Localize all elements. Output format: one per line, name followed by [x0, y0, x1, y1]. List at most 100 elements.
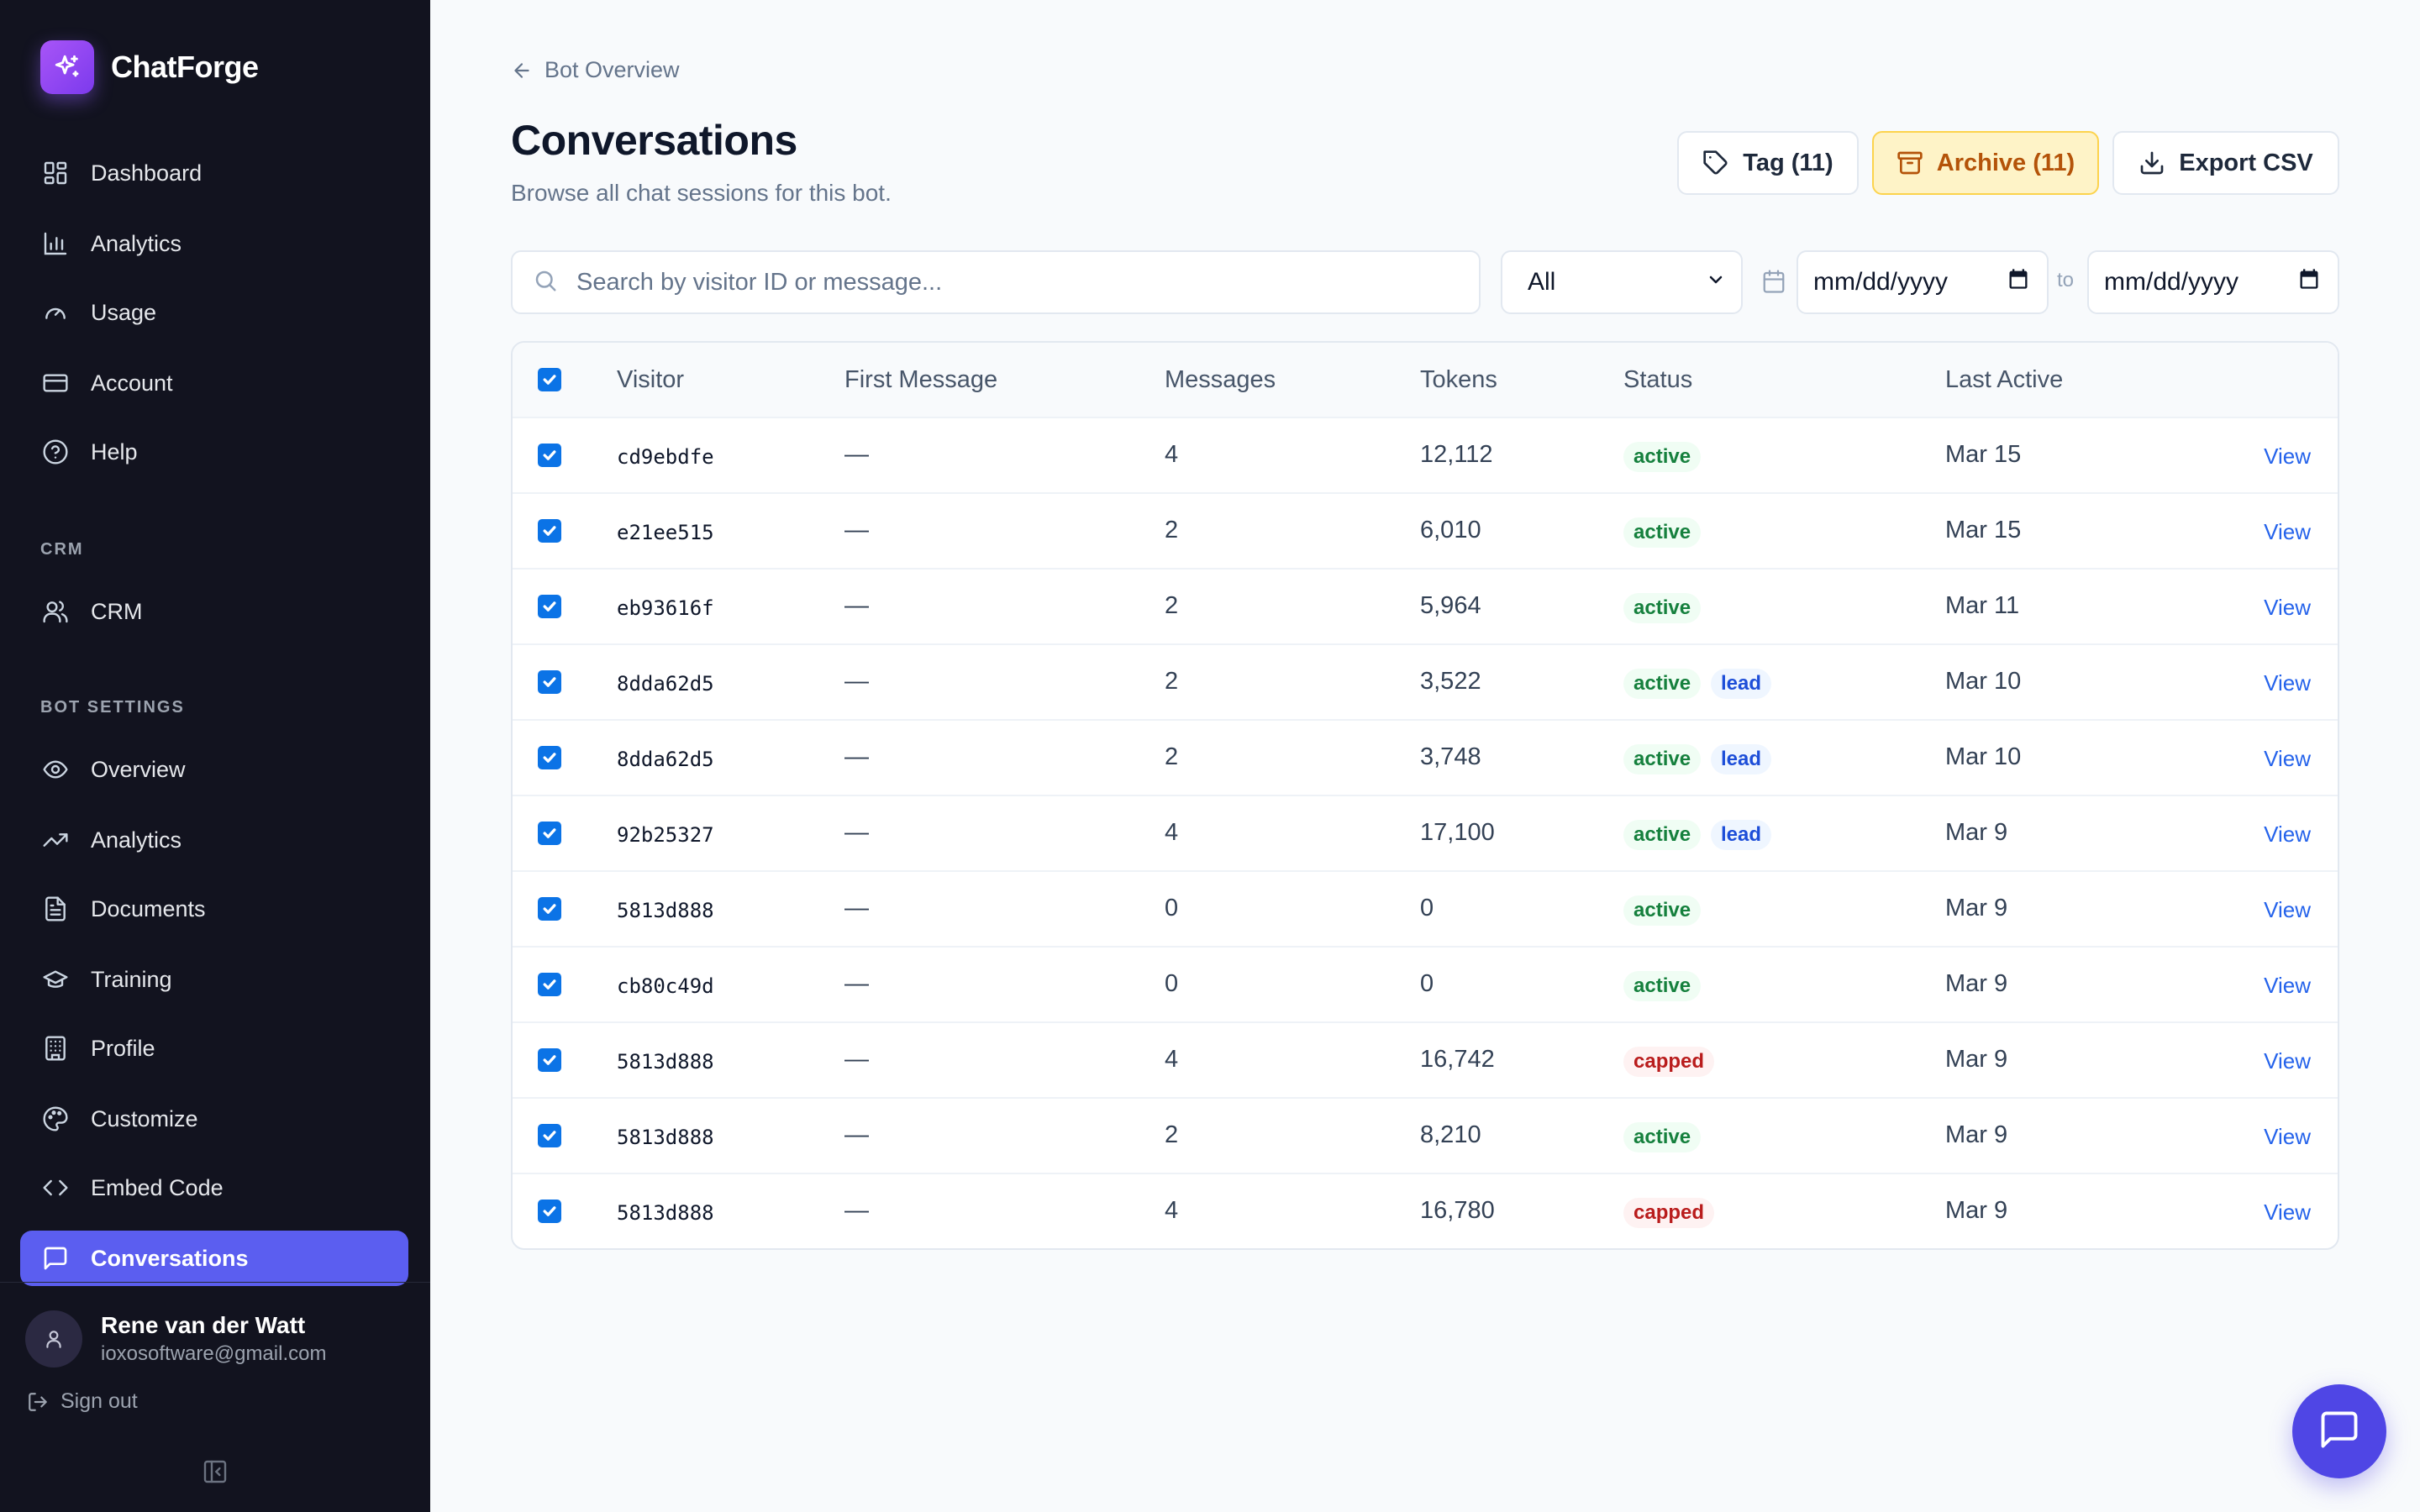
view-link[interactable]: View — [2264, 595, 2311, 620]
message-square-icon — [2317, 1408, 2361, 1456]
sidebar-item-label: CRM — [91, 598, 143, 624]
sidebar-item-documents[interactable]: Documents — [20, 881, 408, 937]
sidebar-item-usage[interactable]: Usage — [20, 285, 408, 340]
calendar-icon — [1761, 269, 1786, 294]
token-count: 16,742 — [1420, 1046, 1495, 1073]
collapse-sidebar-icon[interactable] — [202, 1458, 229, 1489]
gauge-icon — [40, 297, 71, 328]
row-checkbox[interactable] — [538, 1048, 561, 1072]
date-from-input[interactable]: mm/dd/yyyy — [1797, 250, 2049, 314]
table-row[interactable]: cb80c49d — 0 0 active Mar 9 View — [513, 948, 2338, 1023]
sidebar-item-help[interactable]: Help — [20, 424, 408, 480]
breadcrumb[interactable]: Bot Overview — [511, 57, 680, 83]
view-link[interactable]: View — [2264, 746, 2311, 771]
brand-name: ChatForge — [111, 50, 259, 84]
column-header-tokens[interactable]: Tokens — [1420, 366, 1497, 393]
table-row[interactable]: 8dda62d5 — 2 3,522 active lead Mar 10 View — [513, 645, 2338, 721]
sidebar-item-label: Training — [91, 966, 172, 992]
select-all-checkbox[interactable] — [538, 368, 561, 391]
row-checkbox[interactable] — [538, 973, 561, 996]
file-text-icon — [40, 894, 71, 924]
tag-button[interactable]: Tag (11) — [1677, 131, 1859, 195]
sign-out-label: Sign out — [60, 1389, 138, 1413]
token-count: 0 — [1420, 895, 1434, 921]
chat-widget-button[interactable] — [2292, 1384, 2386, 1478]
table-row[interactable]: 92b25327 — 4 17,100 active lead Mar 9 View — [513, 796, 2338, 872]
sidebar-item-profile[interactable]: Profile — [20, 1021, 408, 1076]
table-row[interactable]: 5813d888 — 2 8,210 active Mar 9 View — [513, 1099, 2338, 1174]
table-row[interactable]: 5813d888 — 0 0 active Mar 9 View — [513, 872, 2338, 948]
sidebar-item-bot-analytics[interactable]: Analytics — [20, 812, 408, 868]
calendar-picker-icon[interactable] — [2007, 267, 2030, 297]
row-checkbox[interactable] — [538, 822, 561, 845]
view-link[interactable]: View — [2264, 670, 2311, 696]
sign-out-button[interactable]: Sign out — [27, 1389, 138, 1414]
sidebar-item-label: Profile — [91, 1035, 155, 1061]
row-checkbox[interactable] — [538, 1200, 561, 1223]
sparkles-icon — [40, 40, 94, 94]
date-from-value: mm/dd/yyyy — [1813, 268, 1949, 296]
token-count: 8,210 — [1420, 1121, 1481, 1148]
sidebar-item-conversations[interactable]: Conversations — [20, 1231, 408, 1286]
table-header: Visitor First Message Messages Tokens St… — [513, 343, 2338, 418]
status-badge: active — [1623, 971, 1702, 1001]
view-link[interactable]: View — [2264, 822, 2311, 847]
row-checkbox[interactable] — [538, 444, 561, 467]
row-checkbox[interactable] — [538, 1124, 561, 1147]
token-count: 3,748 — [1420, 743, 1481, 770]
message-count: 2 — [1165, 1121, 1179, 1148]
view-link[interactable]: View — [2264, 444, 2311, 469]
view-link[interactable]: View — [2264, 1200, 2311, 1225]
column-header-visitor[interactable]: Visitor — [617, 366, 685, 393]
calendar-picker-icon[interactable] — [2297, 267, 2321, 297]
sidebar-item-training[interactable]: Training — [20, 952, 408, 1007]
table-row[interactable]: e21ee515 — 2 6,010 active Mar 15 View — [513, 494, 2338, 570]
search-input[interactable] — [576, 268, 1450, 297]
message-count: 2 — [1165, 517, 1179, 543]
date-to-input[interactable]: mm/dd/yyyy — [2087, 250, 2339, 314]
column-header-messages[interactable]: Messages — [1165, 366, 1276, 393]
sidebar-item-label: Overview — [91, 756, 186, 782]
first-message: — — [844, 743, 869, 770]
sidebar-item-analytics[interactable]: Analytics — [20, 216, 408, 271]
row-checkbox[interactable] — [538, 746, 561, 769]
column-header-status[interactable]: Status — [1623, 366, 1693, 393]
download-icon — [2139, 150, 2165, 176]
view-link[interactable]: View — [2264, 973, 2311, 998]
row-checkbox[interactable] — [538, 519, 561, 543]
view-link[interactable]: View — [2264, 897, 2311, 922]
message-square-icon — [40, 1243, 71, 1273]
sidebar-item-overview[interactable]: Overview — [20, 742, 408, 797]
view-link[interactable]: View — [2264, 1048, 2311, 1074]
export-csv-button[interactable]: Export CSV — [2112, 131, 2339, 195]
brand[interactable]: ChatForge — [40, 40, 259, 94]
sidebar-item-account[interactable]: Account — [20, 355, 408, 411]
sidebar-item-dashboard[interactable]: Dashboard — [20, 145, 408, 201]
view-link[interactable]: View — [2264, 519, 2311, 544]
status-filter-select[interactable]: All — [1501, 250, 1743, 314]
row-checkbox[interactable] — [538, 670, 561, 694]
column-header-first-message[interactable]: First Message — [844, 366, 998, 393]
last-active: Mar 10 — [1945, 668, 2022, 695]
table-row[interactable]: cd9ebdfe — 4 12,112 active Mar 15 View — [513, 418, 2338, 494]
table-row[interactable]: eb93616f — 2 5,964 active Mar 11 View — [513, 570, 2338, 645]
table-row[interactable]: 8dda62d5 — 2 3,748 active lead Mar 10 View — [513, 721, 2338, 796]
row-checkbox[interactable] — [538, 595, 561, 618]
sidebar-item-embed-code[interactable]: Embed Code — [20, 1160, 408, 1215]
visitor-id: 5813d888 — [617, 1201, 714, 1225]
first-message: — — [844, 517, 869, 543]
visitor-id: 5813d888 — [617, 1050, 714, 1074]
archive-button[interactable]: Archive (11) — [1872, 131, 2099, 195]
sidebar-item-crm[interactable]: CRM — [20, 584, 408, 639]
sidebar-item-label: Account — [91, 370, 173, 396]
row-checkbox[interactable] — [538, 897, 561, 921]
sidebar-item-customize[interactable]: Customize — [20, 1091, 408, 1147]
column-header-last-active[interactable]: Last Active — [1945, 366, 2064, 393]
table-row[interactable]: 5813d888 — 4 16,780 capped Mar 9 View — [513, 1174, 2338, 1248]
lead-badge: lead — [1711, 820, 1772, 850]
view-link[interactable]: View — [2264, 1124, 2311, 1149]
table-row[interactable]: 5813d888 — 4 16,742 capped Mar 9 View — [513, 1023, 2338, 1099]
trending-up-icon — [40, 825, 71, 855]
user-profile[interactable]: Rene van der Watt ioxosoftware@gmail.com — [25, 1310, 326, 1368]
token-count: 16,780 — [1420, 1197, 1495, 1224]
